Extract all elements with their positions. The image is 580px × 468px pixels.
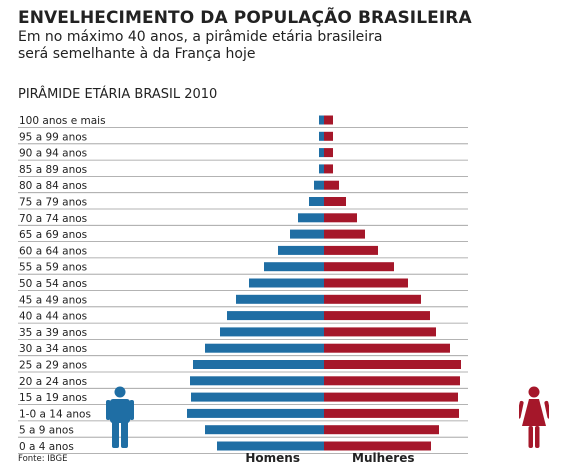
age-group-label: 20 a 24 anos <box>19 376 87 388</box>
bar-mulheres <box>324 392 458 402</box>
bar-mulheres <box>324 360 461 369</box>
bar-homens <box>264 262 324 272</box>
subheadline: Em no máximo 40 anos, a pirâmide etária … <box>18 29 383 62</box>
bar-mulheres <box>324 311 430 321</box>
age-group-label: 85 a 89 anos <box>19 164 87 176</box>
bar-mulheres <box>324 343 450 353</box>
bar-homens <box>191 392 324 402</box>
age-group-label: 0 a 4 anos <box>19 441 74 453</box>
man-figure-icon <box>106 386 134 448</box>
bar-mulheres <box>324 441 431 451</box>
bar-homens <box>187 408 324 418</box>
bar-homens <box>227 311 324 321</box>
legend-homens: Homens <box>245 451 300 465</box>
bar-mulheres <box>324 376 460 386</box>
bar-mulheres <box>324 327 436 337</box>
age-group-label: 90 a 94 anos <box>19 148 87 160</box>
bar-mulheres <box>324 229 365 239</box>
bar-mulheres <box>324 131 333 141</box>
age-group-label: 40 a 44 anos <box>19 311 87 323</box>
bar-homens <box>193 360 324 369</box>
age-group-label: 50 a 54 anos <box>19 278 87 290</box>
bar-homens <box>319 115 324 125</box>
age-group-label: 70 a 74 anos <box>19 213 87 225</box>
age-group-label: 100 anos e mais <box>19 115 106 127</box>
bar-homens <box>319 131 324 141</box>
chart-title: PIRÂMIDE ETÁRIA BRASIL 2010 <box>18 87 218 102</box>
age-group-label: 60 a 64 anos <box>19 245 87 257</box>
bar-homens <box>205 343 324 353</box>
age-group-label: 95 a 99 anos <box>19 131 87 143</box>
bar-homens <box>309 197 324 206</box>
bar-mulheres <box>324 148 333 158</box>
bar-homens <box>278 245 324 255</box>
bar-homens <box>314 180 324 190</box>
bar-homens <box>319 164 324 174</box>
age-group-label: 30 a 34 anos <box>19 343 87 355</box>
age-group-label: 45 a 49 anos <box>19 294 87 306</box>
age-group-label: 65 a 69 anos <box>19 229 87 241</box>
woman-figure-icon <box>519 386 549 448</box>
bar-mulheres <box>324 408 459 418</box>
age-group-label: 25 a 29 anos <box>19 360 87 372</box>
age-group-label: 75 a 79 anos <box>19 197 87 209</box>
age-group-label: 5 a 9 anos <box>19 425 74 437</box>
bar-mulheres <box>324 115 333 125</box>
bar-homens <box>319 148 324 158</box>
age-group-label: 35 a 39 anos <box>19 327 87 339</box>
bar-mulheres <box>324 425 439 435</box>
age-group-label: 1-0 a 14 anos <box>19 408 91 420</box>
bar-homens <box>217 441 324 451</box>
bar-mulheres <box>324 180 339 190</box>
legend-mulheres: Mulheres <box>352 451 414 465</box>
bar-homens <box>236 294 324 304</box>
bar-mulheres <box>324 294 421 304</box>
bar-mulheres <box>324 245 378 255</box>
headline: ENVELHECIMENTO DA POPULAÇÃO BRASILEIRA <box>18 8 472 28</box>
age-group-label: 80 a 84 anos <box>19 180 87 192</box>
age-group-label: 15 a 19 anos <box>19 392 87 404</box>
bar-mulheres <box>324 262 394 272</box>
bar-homens <box>290 229 324 239</box>
bar-mulheres <box>324 197 346 206</box>
bar-homens <box>220 327 324 337</box>
bar-homens <box>298 213 324 223</box>
bar-homens <box>205 425 324 435</box>
source-note: Fonte: IBGE <box>18 454 68 464</box>
age-group-label: 55 a 59 anos <box>19 262 87 274</box>
bar-homens <box>190 376 324 386</box>
bar-mulheres <box>324 164 333 174</box>
bar-mulheres <box>324 278 408 288</box>
bar-homens <box>249 278 324 288</box>
bar-mulheres <box>324 213 357 223</box>
